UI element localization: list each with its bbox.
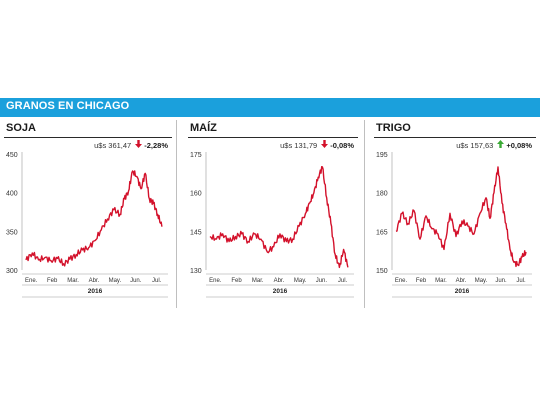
x-tick-label: Feb <box>416 278 427 284</box>
arrow-down-icon <box>135 140 143 150</box>
x-axis-label: 2016 <box>273 288 288 295</box>
section-banner: GRANOS EN CHICAGO <box>0 98 540 117</box>
panel-title: TRIGO <box>376 122 411 134</box>
x-tick-label: Ene. <box>209 278 222 284</box>
panel-divider <box>188 137 358 138</box>
x-tick-label: Mar. <box>252 278 264 284</box>
change-value: -2,28% <box>144 141 168 150</box>
chart-trigo: 150 165 180 195 Ene. Feb Mar. Abr. May. Jun. Jul. 2… <box>376 152 532 298</box>
x-tick-label: May. <box>475 278 488 284</box>
x-tick-label: Feb <box>231 278 242 284</box>
x-tick-label: Jun. <box>130 278 142 284</box>
arrow-up-icon <box>497 140 505 150</box>
panel-title: SOJA <box>6 122 36 134</box>
y-tick-label: 450 <box>6 152 18 159</box>
x-tick-label: Jun. <box>495 278 507 284</box>
panel-title: MAÍZ <box>190 122 217 134</box>
x-axis-label: 2016 <box>88 288 103 295</box>
y-tick-label: 350 <box>6 229 18 236</box>
price-label: u$s 131,79 <box>280 141 318 150</box>
panel-maiz: MAÍZ u$s 131,79 -0,08% 130 145 160 175 Ene. Fe… <box>188 120 358 308</box>
x-tick-label: May. <box>294 278 307 284</box>
x-tick-label: Abr. <box>274 278 285 284</box>
y-tick-label: 175 <box>190 152 202 159</box>
x-tick-label: Mar. <box>67 278 79 284</box>
x-tick-label: Ene. <box>395 278 408 284</box>
series-line <box>25 170 163 267</box>
y-tick-label: 160 <box>190 191 202 198</box>
y-tick-label: 180 <box>376 191 388 198</box>
section-title: GRANOS EN CHICAGO <box>6 100 130 112</box>
x-tick-label: Mar. <box>435 278 447 284</box>
price-label: u$s 157,63 <box>456 141 494 150</box>
price-label: u$s 361,47 <box>94 141 132 150</box>
y-tick-label: 145 <box>190 229 202 236</box>
panel-trigo: TRIGO u$s 157,63 +0,08% 150 165 180 195 Ene. F… <box>374 120 536 308</box>
series-line <box>395 166 527 268</box>
x-axis-label: 2016 <box>455 288 470 295</box>
y-tick-label: 165 <box>376 229 388 236</box>
x-tick-label: Abr. <box>89 278 100 284</box>
panel-soja: SOJA u$s 361,47 -2,28% 300 350 400 450 Ene. Fe… <box>4 120 172 308</box>
charts-row: SOJA u$s 361,47 -2,28% 300 350 400 450 Ene. Fe… <box>0 120 540 310</box>
y-tick-label: 400 <box>6 191 18 198</box>
panel-separator <box>364 120 365 308</box>
y-tick-label: 300 <box>6 268 18 275</box>
y-tick-label: 130 <box>190 268 202 275</box>
price-line: u$s 131,79 -0,08% <box>280 140 354 150</box>
arrow-down-icon <box>321 140 329 150</box>
x-tick-label: Jul. <box>152 278 162 284</box>
price-line: u$s 361,47 -2,28% <box>94 140 168 150</box>
y-tick-label: 195 <box>376 152 388 159</box>
y-tick-label: 150 <box>376 268 388 275</box>
panel-divider <box>374 137 536 138</box>
x-tick-label: Jul. <box>516 278 526 284</box>
chart-soja: 300 350 400 450 Ene. Feb Mar. Abr. May. Jun. Jul. 2… <box>6 152 168 298</box>
change-value: -0,08% <box>330 141 354 150</box>
x-tick-label: Feb <box>47 278 58 284</box>
x-tick-label: Abr. <box>456 278 467 284</box>
price-line: u$s 157,63 +0,08% <box>456 140 532 150</box>
panel-divider <box>4 137 172 138</box>
series-line <box>209 166 349 269</box>
x-tick-label: Jun. <box>316 278 328 284</box>
change-value: +0,08% <box>506 141 532 150</box>
chart-maiz: 130 145 160 175 Ene. Feb Mar. Abr. May. Jun. Jul. 2… <box>190 152 354 298</box>
x-tick-label: Jul. <box>338 278 348 284</box>
panel-separator <box>176 120 177 308</box>
x-tick-label: Ene. <box>25 278 38 284</box>
x-tick-label: May. <box>109 278 122 284</box>
